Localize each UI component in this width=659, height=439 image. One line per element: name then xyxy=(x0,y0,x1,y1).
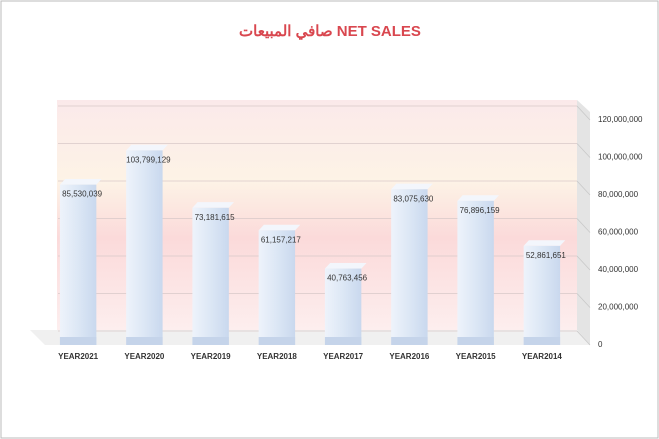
x-tick-label: YEAR2018 xyxy=(257,352,298,361)
x-tick-label: YEAR2017 xyxy=(323,352,364,361)
bar-base xyxy=(258,337,296,345)
bar xyxy=(391,189,428,345)
grid-line xyxy=(576,293,591,308)
bar-base xyxy=(523,337,561,345)
grid-line xyxy=(576,143,591,158)
x-tick-label: YEAR2014 xyxy=(522,352,563,361)
floor xyxy=(30,330,590,345)
bar xyxy=(126,150,163,345)
bar-base xyxy=(457,337,494,345)
bar xyxy=(192,207,229,345)
bar xyxy=(523,245,561,345)
value-label: 61,157,217 xyxy=(261,235,302,244)
value-label: 85,530,039 xyxy=(62,190,103,199)
chart-title: صافي المبيعات NET SALES xyxy=(239,23,421,41)
bar-base xyxy=(391,337,428,345)
y-tick-label: 120,000,000 xyxy=(598,115,643,124)
side-wall xyxy=(577,100,590,345)
bar-top xyxy=(523,240,566,246)
bar xyxy=(258,230,296,345)
bar-top xyxy=(258,224,301,231)
y-tick-label: 20,000,000 xyxy=(598,303,639,312)
grid-line xyxy=(576,105,591,121)
bar xyxy=(59,184,97,345)
bar-top xyxy=(391,183,433,190)
bar-base xyxy=(126,337,163,345)
x-tick-label: YEAR2019 xyxy=(191,352,232,361)
value-label: 73,181,615 xyxy=(195,213,236,222)
bar-top xyxy=(324,262,367,269)
grid-line xyxy=(576,255,591,271)
bar-base xyxy=(59,337,97,345)
bar-top xyxy=(457,195,500,201)
bar-top xyxy=(192,202,235,208)
bar-base xyxy=(192,337,229,345)
back-wall xyxy=(57,100,577,330)
x-tick-label: YEAR2015 xyxy=(456,352,497,361)
y-tick-label: 40,000,000 xyxy=(598,265,639,274)
bar-base xyxy=(324,337,362,345)
y-tick-label: 0 xyxy=(598,340,603,349)
value-label: 40,763,456 xyxy=(327,274,368,283)
value-label: 76,896,159 xyxy=(460,206,501,215)
y-tick-label: 80,000,000 xyxy=(598,190,639,199)
bar xyxy=(457,200,494,345)
value-label: 52,861,651 xyxy=(526,251,567,260)
value-label: 103,799,129 xyxy=(126,155,171,164)
bar-top xyxy=(126,144,168,151)
grid-line xyxy=(576,180,591,196)
value-label: 83,075,630 xyxy=(393,194,434,203)
x-tick-label: YEAR2021 xyxy=(58,352,99,361)
grid-line xyxy=(576,330,591,346)
x-tick-label: YEAR2016 xyxy=(389,352,430,361)
x-tick-label: YEAR2020 xyxy=(124,352,165,361)
y-tick-label: 100,000,000 xyxy=(598,153,643,162)
grid-line xyxy=(576,218,591,233)
bar-top xyxy=(59,179,102,185)
y-tick-label: 60,000,000 xyxy=(598,228,639,237)
bar xyxy=(324,268,362,345)
